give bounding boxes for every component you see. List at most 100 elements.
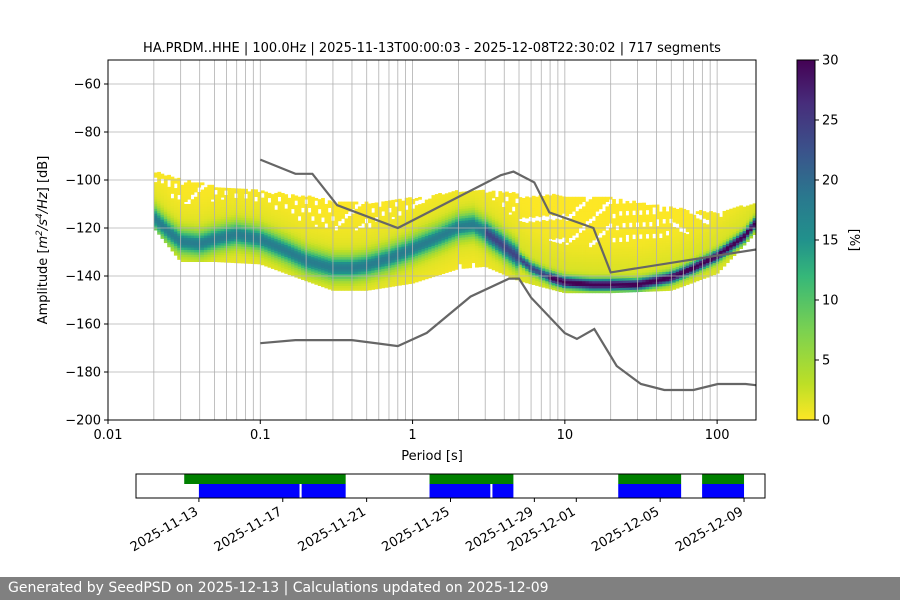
psd-cell	[585, 247, 590, 250]
psd-cell	[287, 200, 292, 204]
psd-cell	[632, 253, 636, 257]
psd-cell	[354, 271, 359, 274]
psd-cell	[528, 206, 533, 210]
psd-cell	[525, 196, 529, 200]
psd-cell	[237, 195, 242, 199]
psd-cell	[344, 211, 349, 214]
psd-cell	[341, 237, 345, 241]
psd-cell	[495, 249, 499, 253]
psd-cell	[578, 268, 583, 272]
psd-cell	[655, 274, 660, 277]
psd-cell	[451, 210, 456, 214]
psd-cell	[347, 225, 352, 229]
psd-cell	[227, 250, 232, 254]
psd-cell	[451, 200, 456, 204]
psd-cell	[555, 194, 560, 198]
psd-cell	[337, 280, 342, 284]
psd-cell	[404, 255, 409, 259]
psd-cell	[173, 224, 178, 227]
psd-cell	[498, 227, 503, 230]
psd-cell	[391, 204, 396, 208]
psd-cell	[287, 238, 292, 242]
psd-cell	[628, 239, 633, 243]
psd-cell	[545, 237, 549, 241]
psd-cell	[270, 225, 275, 229]
psd-cell	[595, 264, 600, 267]
psd-cell	[244, 217, 248, 221]
psd-cell	[658, 288, 663, 292]
psd-cell	[481, 228, 486, 231]
psd-cell	[207, 235, 212, 238]
psd-cell	[434, 215, 439, 219]
psd-cell	[324, 244, 329, 248]
psd-cell	[625, 280, 630, 283]
psd-cell	[528, 214, 533, 217]
psd-cell	[327, 284, 332, 288]
psd-cell	[561, 290, 566, 293]
psd-cell	[287, 229, 292, 232]
psd-cell	[505, 222, 509, 226]
psd-cell	[214, 230, 218, 234]
psd-cell	[381, 232, 386, 236]
psd-cell	[200, 199, 205, 202]
psd-cell	[301, 236, 305, 240]
psd-cell	[197, 249, 202, 253]
psd-cell	[572, 252, 576, 255]
psd-cell	[250, 237, 255, 240]
psd-cell	[311, 275, 315, 279]
psd-cell	[324, 251, 329, 255]
psd-cell	[642, 219, 647, 223]
psd-cell	[488, 251, 493, 255]
psd-cell	[234, 250, 238, 254]
psd-cell	[167, 213, 171, 217]
psd-cell	[598, 206, 603, 210]
psd-cell	[321, 212, 325, 216]
psd-cell	[558, 212, 563, 216]
psd-cell	[200, 220, 205, 224]
psd-cell	[414, 255, 419, 259]
psd-cell	[388, 202, 392, 206]
psd-cell	[485, 240, 489, 244]
psd-cell	[180, 211, 185, 214]
psd-cell	[230, 219, 235, 223]
psd-cell	[294, 269, 299, 273]
psd-cell	[244, 200, 248, 204]
psd-cell	[163, 180, 168, 184]
psd-cell	[381, 266, 386, 270]
psd-cell	[454, 206, 459, 210]
psd-cell	[575, 280, 580, 284]
psd-cell	[217, 189, 222, 193]
psd-cell	[324, 249, 329, 253]
psd-cell	[421, 234, 426, 238]
psd-cell	[585, 254, 590, 258]
psd-cell	[645, 286, 650, 290]
psd-cell	[257, 213, 262, 217]
psd-cell	[642, 267, 647, 271]
psd-cell	[351, 240, 355, 243]
psd-cell	[454, 190, 459, 193]
psd-cell	[605, 208, 610, 212]
psd-cell	[515, 219, 519, 223]
psd-cell	[444, 205, 449, 209]
psd-cell	[250, 232, 255, 236]
psd-cell	[505, 234, 509, 238]
psd-cell	[441, 268, 446, 272]
psd-cell	[561, 203, 566, 207]
psd-cell	[454, 202, 459, 205]
psd-cell	[471, 217, 476, 220]
psd-cell	[260, 214, 265, 218]
psd-cell	[180, 232, 185, 236]
psd-cell	[398, 232, 402, 236]
psd-cell	[324, 215, 329, 219]
psd-cell	[595, 252, 600, 255]
psd-cell	[220, 233, 225, 237]
psd-cell	[645, 250, 650, 254]
psd-cell	[377, 213, 382, 217]
psd-cell	[525, 266, 529, 269]
psd-cell	[277, 246, 282, 250]
psd-cell	[264, 230, 268, 233]
psd-cell	[508, 205, 513, 208]
psd-cell	[254, 237, 258, 241]
psd-cell	[381, 268, 386, 272]
psd-cell	[354, 288, 359, 291]
